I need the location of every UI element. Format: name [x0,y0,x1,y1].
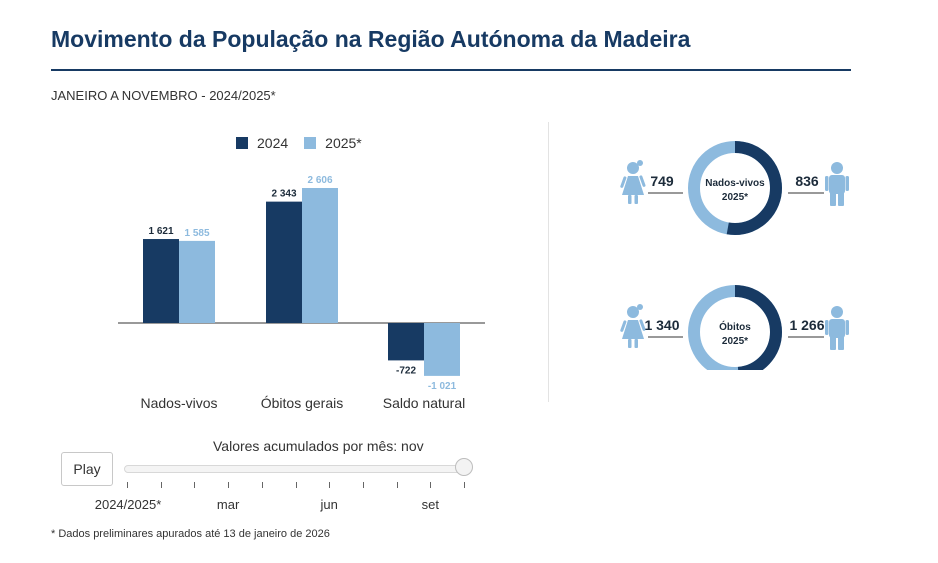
data-label-2025-2: -1 021 [428,381,457,392]
slider-tick [160,482,162,488]
donut-female-value-1: 1 340 [644,317,679,333]
section-divider [548,122,549,402]
page-subtitle: JANEIRO A NOVEMBRO - 2024/2025* [51,88,276,103]
legend-item-2025[interactable]: 2025* [304,135,362,151]
data-label-2024-1: 2 343 [271,189,296,200]
slider-tick [194,482,196,488]
bar-2024-1[interactable] [266,201,302,323]
bar-2025-2[interactable] [424,323,460,376]
female-icon [620,304,646,348]
slider-tick [396,482,398,488]
slider-caption: Valores acumulados por mês: nov [213,438,424,454]
legend-item-2024[interactable]: 2024 [236,135,288,151]
chart-legend: 2024 2025* [236,135,362,151]
donut-male-value-1: 1 266 [789,317,824,333]
data-label-2024-2: -722 [396,365,416,376]
month-slider-track[interactable] [124,465,468,473]
slider-tick-label: jun [320,497,338,512]
donut-0: Nados-vivos 2025* 749 836 [620,141,849,235]
slider-tick-label: 2024/2025* [94,497,162,512]
slider-tick [362,482,364,488]
male-icon [825,306,849,350]
footnote: * Dados preliminares apurados até 13 de … [51,528,330,540]
bar-2024-0[interactable] [143,239,179,323]
slider-tick [430,482,432,488]
slider-tick [261,482,263,488]
page-title: Movimento da População na Região Autónom… [51,26,691,52]
legend-label-2025: 2025* [325,135,362,151]
data-label-2025-1: 2 606 [307,175,332,186]
slider-tick-label: set [421,497,439,512]
female-icon [620,160,646,204]
slider-tick [464,482,465,488]
slider-tick-label: mar [216,497,240,512]
category-label-1: Óbitos gerais [261,395,343,411]
data-label-2025-0: 1 585 [184,228,209,239]
category-label-2: Saldo natural [383,395,466,411]
slider-tick [228,482,230,488]
bar-chart: 1 621 2 343 -722 1 585 2 606 -1 021 Nados-vivo… [118,175,485,411]
donut-male-value-0: 836 [795,173,819,189]
slider-tick [127,482,128,488]
donut-label-1: Óbitos [719,320,751,333]
donut-label-0: Nados-vivos [705,178,765,189]
legend-swatch-2025 [304,137,317,149]
legend-swatch-2024 [236,137,248,149]
donut-year-0: 2025* [722,192,748,203]
donut-panel: Nados-vivos 2025* 749 836 Óbitos 2025* 1 340 1 … [620,141,849,370]
donut-1: Óbitos 2025* 1 340 1 266 [620,285,849,370]
play-button[interactable]: Play [61,452,113,486]
slider-tick [295,482,297,488]
month-slider-handle[interactable] [455,458,473,476]
legend-label-2024: 2024 [257,135,289,151]
bar-2024-2[interactable] [388,323,424,361]
category-label-0: Nados-vivos [140,395,217,411]
title-divider [51,69,851,71]
male-icon [825,162,849,206]
donut-female-value-0: 749 [650,173,674,189]
data-label-2024-0: 1 621 [148,226,173,237]
bar-2025-0[interactable] [179,240,215,323]
donut-male-arc-1[interactable] [688,285,782,370]
donut-male-arc-0[interactable] [688,141,782,235]
donut-year-1: 2025* [722,336,748,347]
slider-tick [329,482,331,488]
bar-2025-1[interactable] [302,188,338,323]
